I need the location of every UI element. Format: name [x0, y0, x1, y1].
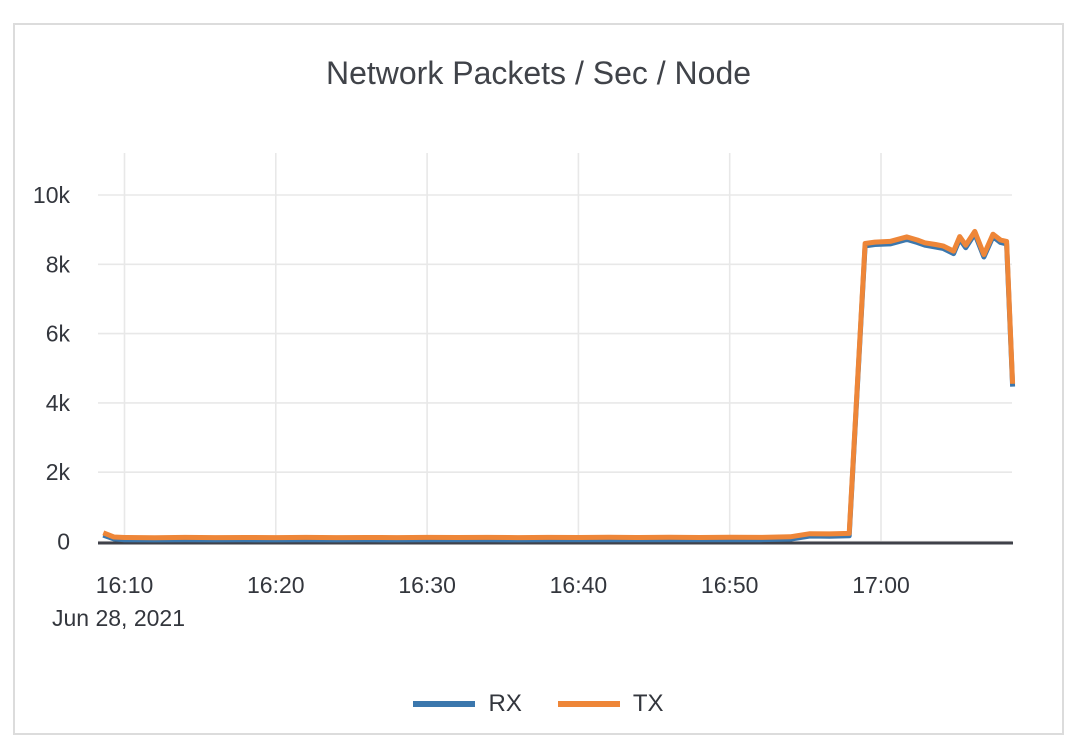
x-tick-label: 17:00	[852, 572, 910, 598]
x-axis-date-label: Jun 28, 2021	[52, 605, 186, 631]
y-tick-label: 8k	[46, 251, 71, 277]
chart-card	[13, 23, 1064, 735]
y-tick-label: 10k	[33, 182, 71, 208]
rx-series-swatch	[413, 701, 476, 707]
rx-legend-label: RX	[488, 690, 522, 717]
legend-item-tx[interactable]: TX	[557, 690, 664, 718]
y-tick-label: 4k	[46, 390, 71, 416]
series-line-rx	[102, 231, 1016, 543]
y-tick-label: 0	[57, 529, 70, 555]
x-tick-label: 16:50	[701, 572, 759, 598]
x-tick-label: 16:10	[96, 572, 154, 598]
legend: RX TX	[13, 690, 1064, 718]
tx-legend-label: TX	[632, 690, 664, 717]
legend-item-rx[interactable]: RX	[413, 690, 522, 718]
x-tick-label: 16:20	[247, 572, 305, 598]
tx-series-swatch	[557, 701, 620, 707]
x-tick-label: 16:40	[550, 572, 608, 598]
x-tick-label: 16:30	[398, 572, 456, 598]
y-tick-label: 2k	[46, 459, 71, 485]
y-tick-label: 6k	[46, 321, 71, 347]
series-line-tx	[102, 228, 1016, 541]
chart-title: Network Packets / Sec / Node	[325, 55, 752, 91]
